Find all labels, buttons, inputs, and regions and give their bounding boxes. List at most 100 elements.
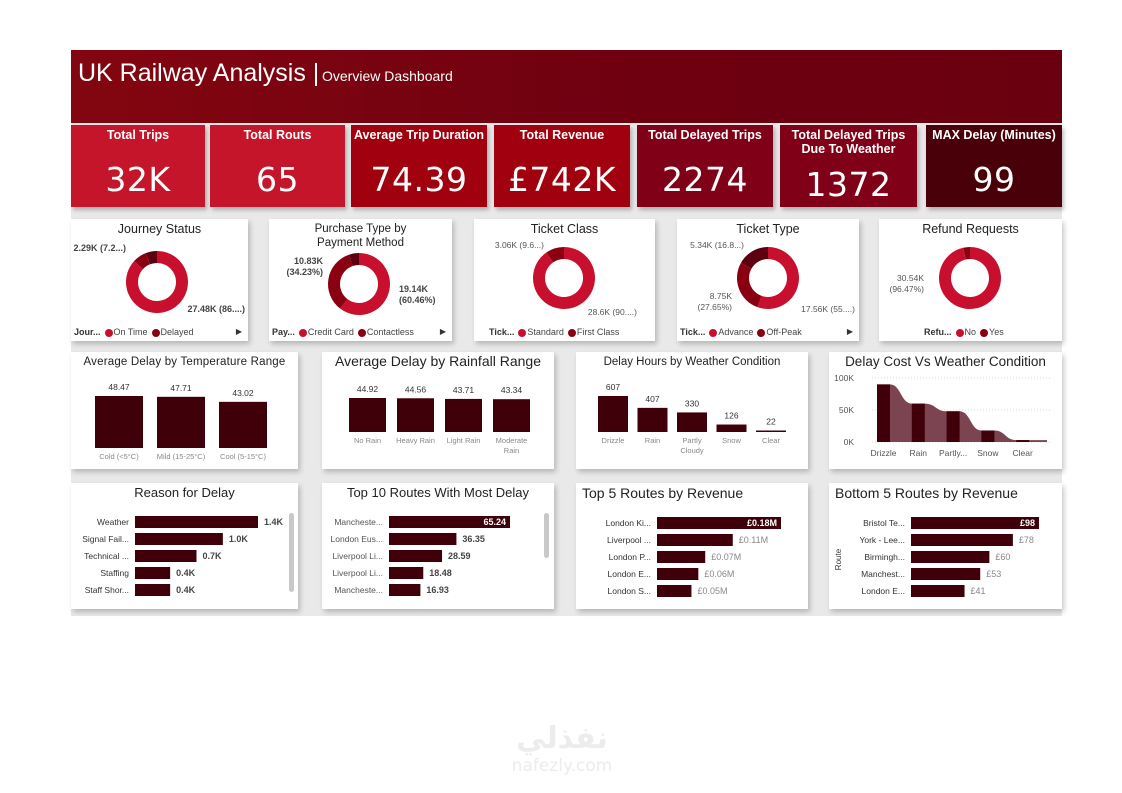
donut-slice-on-time[interactable] [126, 251, 188, 313]
category-label: London P... [609, 552, 651, 562]
chart-title: Ticket Class [530, 222, 599, 236]
bar-mancheste[interactable] [389, 584, 421, 596]
bar-drizzle[interactable] [598, 396, 628, 432]
legend-item-credit-card[interactable]: Credit Card [298, 327, 354, 337]
bar-light-rain[interactable] [445, 398, 482, 432]
refund-requests-card[interactable]: Refund Requests 30.54K (96.47%) Refu... N… [879, 219, 1062, 341]
x-tick-label: Rain [910, 448, 928, 458]
bar-clear[interactable] [756, 430, 786, 433]
journey-status-card[interactable]: Journey Status 27.48K (86....) 2.29K (7.2… [71, 219, 248, 341]
kpi-total-revenue[interactable]: Total Revenue £742K [494, 125, 630, 207]
kpi-total-routes[interactable]: Total Routs 65 [210, 125, 345, 207]
bar-london-ki[interactable] [657, 517, 781, 529]
kpi-total-delayed-trips[interactable]: Total Delayed Trips 2274 [637, 125, 773, 207]
column-drizzle[interactable] [877, 384, 890, 442]
purchase-payment-card[interactable]: Purchase Type by Payment Method 19.14K (6… [269, 219, 452, 341]
delay-cost-weather-card[interactable]: Delay Cost Vs Weather Condition 0K 50K 100… [829, 352, 1062, 469]
bar-bristol-te[interactable] [911, 517, 1039, 529]
bar-london-e[interactable] [657, 568, 699, 580]
bar-london-eus[interactable] [389, 533, 457, 545]
bar-value-label: 43.02 [232, 388, 254, 398]
donut-slice-standard[interactable] [533, 247, 595, 309]
scrollbar[interactable] [289, 513, 294, 592]
legend-item-first-class[interactable]: First Class [567, 327, 619, 337]
bottom5-revenue-card[interactable]: Bottom 5 Routes by Revenue Route Bristol … [829, 483, 1062, 609]
legend-next-arrow-icon[interactable]: ▶ [846, 327, 853, 336]
ticket-type-card[interactable]: Ticket Type 17.56K (55....) 8.75K (27.65%)… [677, 219, 859, 341]
legend-item-advance[interactable]: Advance [709, 327, 753, 337]
donut-slice-advance[interactable] [757, 247, 799, 309]
legend-next-arrow-icon[interactable]: ▶ [235, 327, 242, 336]
kpi-max-delay[interactable]: MAX Delay (Minutes) 99 [926, 125, 1062, 207]
delay-temperature-card[interactable]: Average Delay by Temperature Range 48.47… [71, 352, 298, 469]
chart-title: Top 10 Routes With Most Delay [346, 485, 530, 500]
top10-delay-card[interactable]: Top 10 Routes With Most Delay Mancheste.… [322, 483, 554, 609]
donut-slice-credit-card[interactable] [340, 253, 390, 315]
legend-item-no[interactable]: No [955, 327, 976, 337]
donut-slice-debit-card[interactable] [348, 253, 359, 267]
donut-slice-cancelled[interactable] [145, 251, 157, 265]
ticket-class-card[interactable]: Ticket Class 28.6K (90....) 3.06K (9.6...… [474, 219, 655, 341]
bar-technical[interactable] [135, 550, 197, 562]
donut-slice-anytime[interactable] [740, 247, 768, 269]
bar-liverpool-li[interactable] [389, 550, 443, 562]
column-rain[interactable] [911, 403, 925, 442]
bar-no-rain[interactable] [349, 398, 386, 432]
kpi-average-trip-duration[interactable]: Average Trip Duration 74.39 [351, 125, 487, 207]
donut-slice-no[interactable] [939, 247, 1001, 309]
bar-value-label: 1.0K [229, 534, 249, 544]
y-axis-label: Route [834, 548, 843, 570]
bar-mancheste[interactable] [389, 516, 510, 528]
bar-rain[interactable] [637, 407, 668, 432]
delay-rainfall-card[interactable]: Average Delay by Rainfall Range 44.92 No … [322, 352, 554, 469]
donut-slice-first-class[interactable] [546, 247, 564, 263]
x-tick-label: Drizzle [871, 448, 897, 458]
legend-item-delayed[interactable]: Delayed [151, 327, 194, 337]
donut-slice-yes[interactable] [963, 247, 970, 260]
kpi-value: 1372 [805, 165, 892, 204]
kpi-total-trips[interactable]: Total Trips 32K [71, 125, 205, 207]
reason-delay-card[interactable]: Reason for Delay Weather 1.4K Signal Fail.… [71, 483, 298, 609]
bar-liverpool-li[interactable] [389, 567, 424, 579]
bar-london-e[interactable] [911, 585, 965, 597]
bar-mild-15-25-c[interactable] [157, 396, 205, 448]
bar-london-s[interactable] [657, 585, 692, 597]
bar-staff-shor[interactable] [135, 584, 171, 596]
data-label-standard: 28.6K (90....) [588, 307, 637, 317]
bar-value-label: £0.18M [747, 518, 777, 528]
kpi-value: 65 [256, 160, 299, 199]
bar-cool-5-15-c[interactable] [219, 401, 267, 448]
donut-slice-delayed[interactable] [134, 253, 151, 270]
bar-partly-cloudy[interactable] [677, 412, 707, 432]
donut-slice-contactless[interactable] [328, 254, 353, 309]
bar-snow[interactable] [716, 424, 747, 432]
bar-birmingh[interactable] [911, 551, 990, 563]
bar-heavy-rain[interactable] [397, 398, 434, 432]
bar-london-p[interactable] [657, 551, 706, 563]
legend-item-on-time[interactable]: On Time [104, 327, 148, 337]
bar-manchest[interactable] [911, 568, 981, 580]
bar-moderate-rain[interactable] [493, 399, 530, 432]
legend-item-standard[interactable]: Standard [518, 327, 564, 337]
column-partly[interactable] [946, 411, 960, 442]
bar-liverpool[interactable] [657, 534, 733, 546]
column-clear[interactable] [1016, 440, 1030, 442]
donut-slice-off-peak[interactable] [737, 262, 762, 308]
bar-staffing[interactable] [135, 567, 171, 579]
legend-next-arrow-icon[interactable]: ▶ [439, 327, 446, 336]
bar-signal-fail[interactable] [135, 533, 223, 545]
kpi-label: Total Trips [106, 128, 170, 142]
legend-item-yes[interactable]: Yes [980, 327, 1004, 337]
legend-item-contactless[interactable]: Contactless [357, 327, 414, 337]
bar-york-lee[interactable] [911, 534, 1013, 546]
delay-hours-weather-card[interactable]: Delay Hours by Weather Condition 607 Driz… [576, 352, 808, 469]
bar-cold-5-c[interactable] [95, 396, 143, 448]
kpi-delayed-trips-weather[interactable]: Total Delayed Trips Due To Weather 1372 [780, 125, 917, 207]
top5-revenue-card[interactable]: Top 5 Routes by Revenue London Ki... £0.1… [576, 483, 808, 609]
legend-label: Credit Card [307, 327, 354, 337]
scrollbar[interactable] [544, 513, 549, 558]
ribbon-area [877, 384, 1047, 442]
legend-item-off-peak[interactable]: Off-Peak [757, 327, 802, 337]
column-snow[interactable] [981, 430, 995, 442]
bar-weather[interactable] [135, 516, 258, 528]
